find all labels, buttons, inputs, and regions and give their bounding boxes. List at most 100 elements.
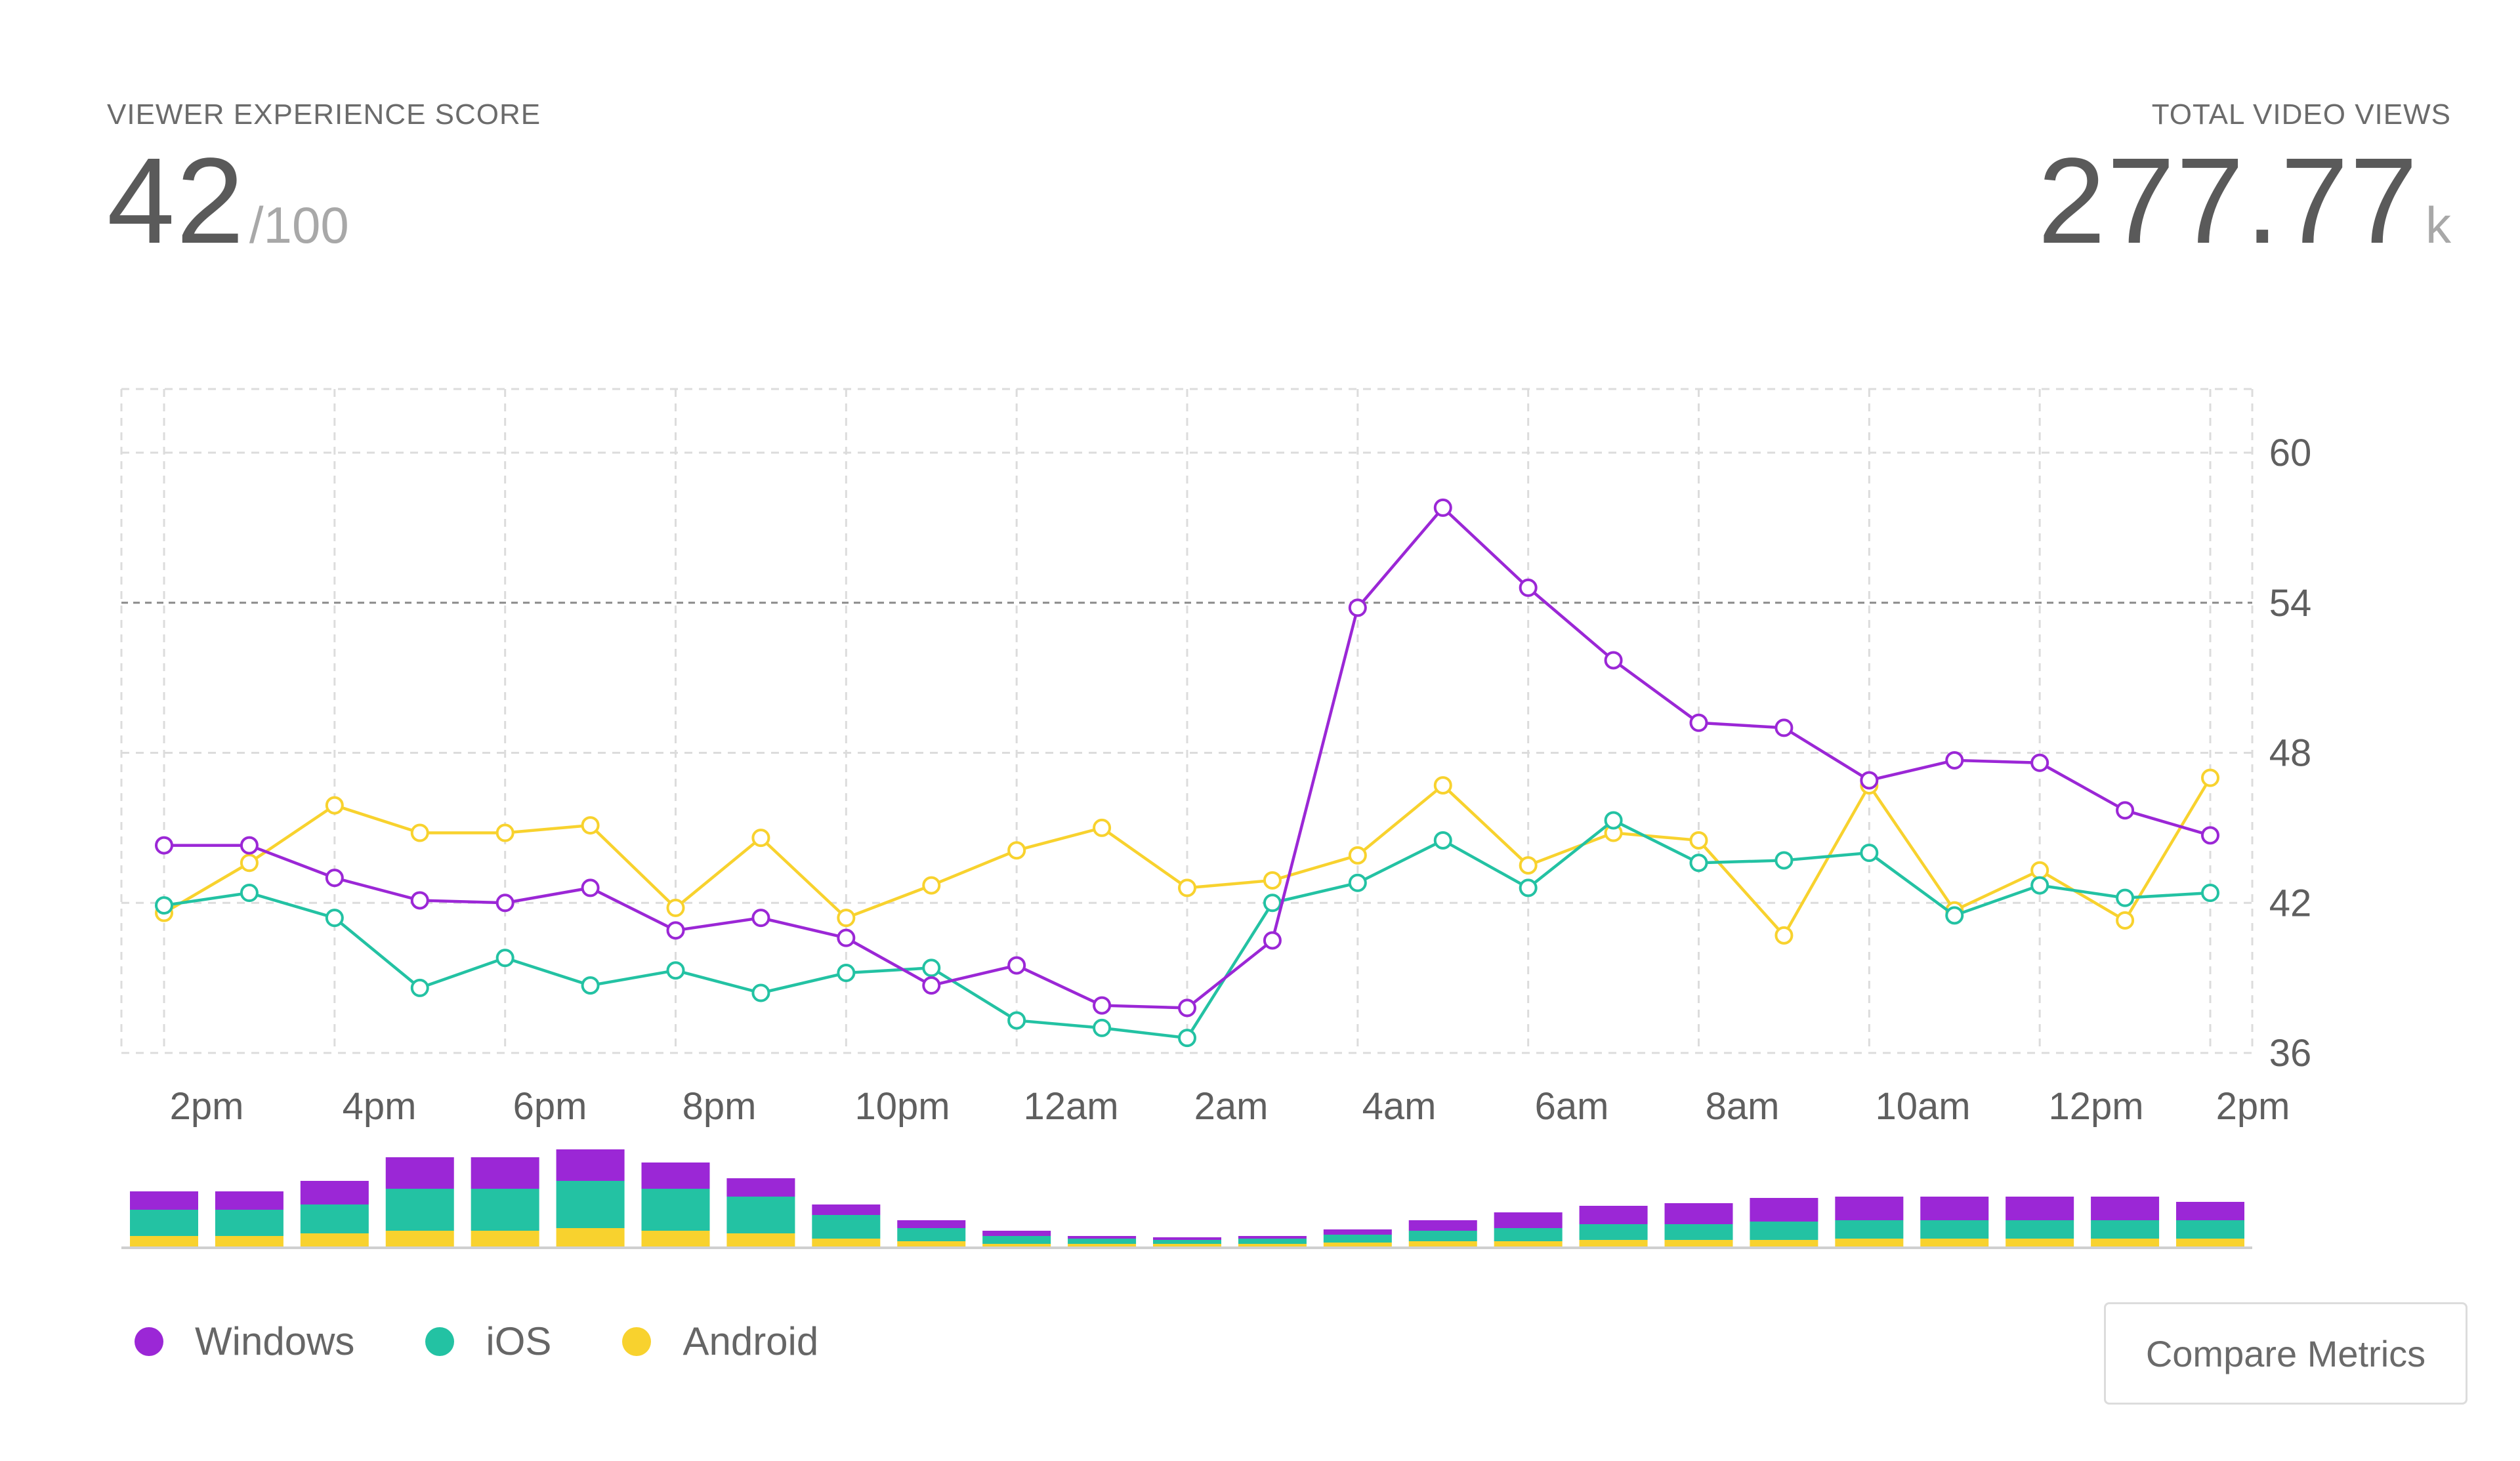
data-point	[1093, 996, 1112, 1015]
data-point	[666, 898, 685, 917]
data-point	[666, 961, 685, 980]
volume-bar-ios	[641, 1189, 710, 1231]
volume-bar-ios	[2091, 1220, 2160, 1239]
data-point	[1263, 931, 1282, 950]
data-point	[1178, 878, 1196, 897]
legend-dot-icon	[622, 1327, 652, 1356]
data-point	[922, 958, 941, 977]
data-point	[751, 909, 770, 928]
data-point	[1263, 871, 1282, 890]
volume-bar-windows	[641, 1163, 710, 1189]
data-point	[1945, 906, 1964, 925]
data-point	[1093, 818, 1112, 837]
data-point	[155, 896, 173, 915]
volume-bar-windows	[1664, 1203, 1733, 1224]
legend-item-ios[interactable]: iOS	[425, 1319, 551, 1364]
volume-bar-android	[385, 1231, 454, 1246]
legend-label: Android	[682, 1319, 819, 1363]
kpi-value: 42	[107, 133, 245, 269]
data-point	[1519, 578, 1538, 597]
data-point	[1093, 1018, 1112, 1037]
data-point	[410, 891, 429, 910]
volume-bar-android	[1323, 1243, 1392, 1246]
volume-bar-android	[812, 1239, 881, 1246]
volume-bar-android	[1750, 1240, 1818, 1246]
volume-bar-ios	[1494, 1228, 1563, 1241]
data-point	[922, 976, 941, 995]
volume-bar-windows	[897, 1220, 966, 1228]
data-point	[1263, 894, 1282, 913]
data-point	[1774, 718, 1794, 737]
volume-bar-ios	[1579, 1224, 1648, 1240]
viewer-experience-score: VIEWER EXPERIENCE SCORE 42/100	[107, 98, 541, 262]
data-point	[1945, 751, 1964, 770]
data-point	[1178, 998, 1196, 1018]
volume-bar-android	[471, 1231, 539, 1246]
data-point	[1604, 811, 1623, 830]
volume-bar-android	[300, 1233, 369, 1246]
volume-bar-ios	[1408, 1231, 1477, 1241]
data-point	[581, 878, 600, 897]
volume-bar-ios	[471, 1189, 539, 1231]
volume-bar-windows	[385, 1157, 454, 1189]
volume-bar-windows	[215, 1191, 284, 1210]
volume-bar-windows	[1153, 1237, 1221, 1240]
volume-bar-android	[1920, 1239, 1989, 1246]
volume-bar-android	[1408, 1241, 1477, 1246]
volume-bar-windows	[1238, 1236, 1307, 1239]
data-point	[666, 921, 685, 940]
volume-bar-android	[897, 1241, 966, 1246]
data-point	[2116, 888, 2135, 907]
volume-bar-android	[982, 1244, 1051, 1246]
kpi-value: 277.77	[2038, 133, 2419, 269]
data-point	[495, 949, 514, 968]
volume-bar-ios	[1664, 1224, 1733, 1240]
data-point	[2201, 826, 2219, 845]
data-point	[1348, 846, 1367, 865]
total-video-views: TOTAL VIDEO VIEWS 277.77 k	[2038, 98, 2451, 262]
data-point	[1007, 841, 1026, 860]
volume-bar-windows	[2176, 1202, 2244, 1220]
kpi-label: VIEWER EXPERIENCE SCORE	[107, 98, 541, 131]
data-point	[1689, 831, 1708, 850]
data-point	[1348, 873, 1367, 892]
volume-bar-windows	[1579, 1206, 1648, 1224]
volume-bar-ios	[1153, 1240, 1221, 1244]
x-tick-label: 4am	[1362, 1085, 1437, 1128]
volume-bar-windows	[2006, 1197, 2074, 1220]
data-point	[1689, 854, 1708, 873]
volume-bar-ios	[130, 1210, 198, 1236]
x-tick-label: 10pm	[854, 1085, 950, 1128]
legend-item-windows[interactable]: Windows	[135, 1319, 354, 1364]
data-point	[922, 876, 941, 895]
data-point	[1604, 651, 1623, 670]
legend-item-android[interactable]: Android	[622, 1319, 818, 1364]
data-point	[2201, 768, 2219, 787]
data-point	[1433, 831, 1452, 850]
volume-bar-ios	[726, 1197, 795, 1233]
volume-bar-windows	[471, 1157, 539, 1189]
y-tick-label: 42	[2269, 882, 2312, 924]
volume-bar-windows	[2091, 1197, 2160, 1220]
data-point	[1519, 856, 1538, 875]
volume-bar-ios	[982, 1236, 1051, 1244]
data-point	[1178, 1029, 1196, 1048]
compare-metrics-button[interactable]: Compare Metrics	[2104, 1302, 2468, 1405]
volume-bar-android	[2091, 1239, 2160, 1246]
data-point	[495, 823, 514, 842]
volume-bar-ios	[385, 1189, 454, 1231]
data-point	[1433, 498, 1452, 517]
data-point	[1774, 926, 1794, 945]
volume-bar-ios	[556, 1181, 625, 1228]
volume-bar-ios	[1920, 1220, 1989, 1239]
data-point	[1774, 851, 1794, 870]
data-point	[155, 836, 173, 855]
data-point	[240, 836, 259, 855]
volume-bar-ios	[2006, 1220, 2074, 1239]
data-point	[325, 909, 344, 928]
x-tick-label: 12am	[1023, 1085, 1118, 1128]
data-point	[837, 928, 856, 947]
volume-bar-windows	[726, 1178, 795, 1197]
volume-bar-ios	[215, 1210, 284, 1236]
